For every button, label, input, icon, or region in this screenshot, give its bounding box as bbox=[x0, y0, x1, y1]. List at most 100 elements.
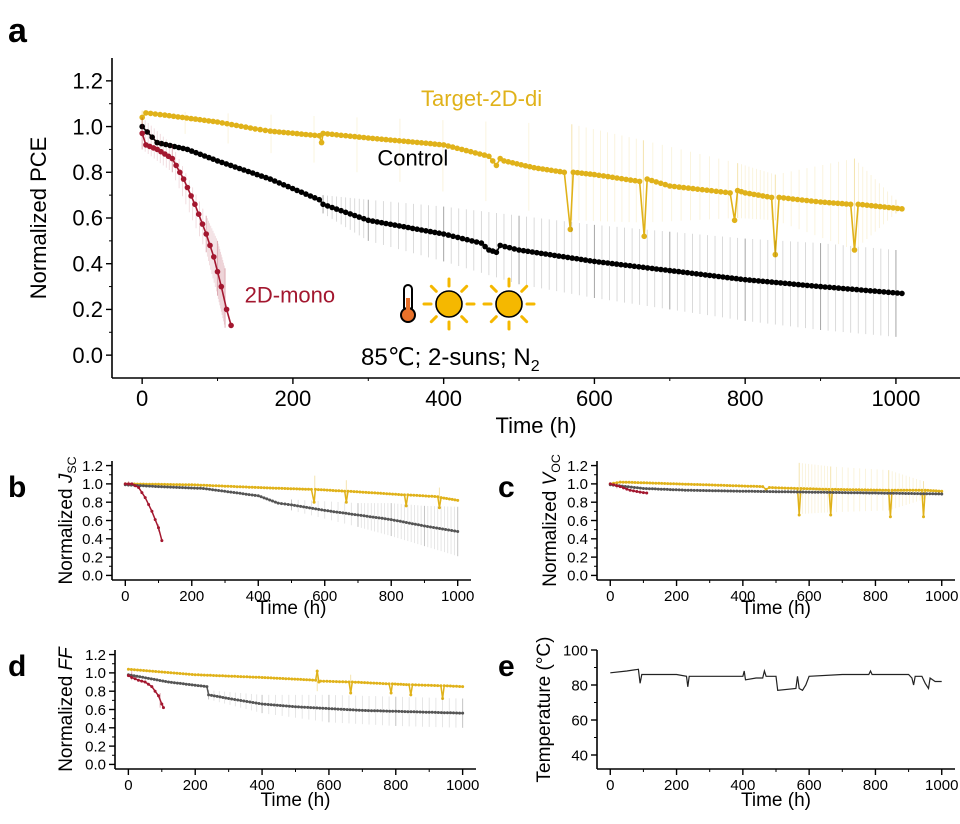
data-point bbox=[308, 678, 312, 682]
data-point bbox=[392, 137, 398, 144]
data-point bbox=[413, 522, 417, 526]
data-point bbox=[840, 285, 846, 292]
data-point bbox=[274, 486, 278, 490]
data-point bbox=[303, 191, 309, 197]
data-point bbox=[294, 705, 297, 709]
data-point bbox=[299, 677, 303, 681]
data-point bbox=[154, 670, 158, 673]
data-point bbox=[374, 219, 381, 225]
data-point bbox=[929, 489, 933, 493]
data-point bbox=[659, 487, 663, 491]
data-point bbox=[695, 483, 699, 486]
data-point bbox=[215, 674, 218, 678]
sun-icon bbox=[422, 277, 476, 331]
x-tick-label: 200 bbox=[183, 777, 208, 794]
y-tick-label: 80 bbox=[571, 677, 588, 694]
data-point bbox=[864, 491, 868, 495]
data-point bbox=[314, 507, 318, 511]
data-point bbox=[257, 126, 264, 133]
data-point bbox=[880, 491, 883, 495]
x-tick-label: 800 bbox=[863, 777, 888, 794]
series-line bbox=[125, 483, 163, 541]
data-point bbox=[940, 489, 944, 493]
data-point bbox=[218, 674, 221, 678]
data-point bbox=[755, 192, 762, 198]
data-point bbox=[855, 491, 859, 495]
data-point bbox=[201, 487, 205, 490]
data-point bbox=[333, 707, 337, 711]
data-point bbox=[273, 500, 277, 504]
y-tick-label: 0.8 bbox=[85, 683, 106, 700]
data-point bbox=[573, 255, 580, 262]
data-point bbox=[534, 249, 540, 256]
x-tick-label: 600 bbox=[316, 777, 341, 794]
data-point bbox=[360, 681, 363, 684]
data-point bbox=[459, 146, 465, 153]
data-point bbox=[478, 240, 485, 246]
data-point bbox=[169, 485, 172, 489]
data-point bbox=[737, 276, 744, 283]
data-point bbox=[720, 274, 726, 280]
data-point bbox=[750, 489, 754, 493]
data-point bbox=[376, 491, 380, 495]
data-point bbox=[430, 494, 434, 498]
data-point bbox=[843, 491, 847, 495]
y-axis-label-symbol: FF bbox=[56, 646, 77, 671]
data-point bbox=[777, 280, 784, 286]
series-line bbox=[141, 112, 903, 255]
data-point bbox=[321, 706, 325, 710]
data-point bbox=[789, 486, 793, 490]
data-point bbox=[181, 672, 185, 676]
data-point bbox=[713, 483, 717, 487]
data-point bbox=[717, 489, 720, 493]
data-point bbox=[481, 152, 488, 158]
data-point bbox=[375, 681, 379, 685]
data-point bbox=[636, 264, 642, 270]
data-point bbox=[420, 683, 424, 687]
series-control bbox=[126, 673, 465, 728]
data-point bbox=[361, 490, 365, 494]
data-point bbox=[701, 483, 705, 487]
data-point bbox=[305, 678, 309, 682]
data-point bbox=[243, 124, 249, 130]
data-point bbox=[644, 265, 651, 271]
data-point bbox=[392, 222, 398, 228]
data-point bbox=[219, 159, 225, 166]
data-point bbox=[238, 123, 244, 130]
data-point bbox=[265, 486, 269, 490]
data-point bbox=[627, 262, 633, 269]
data-point bbox=[150, 685, 154, 689]
data-point bbox=[680, 269, 686, 276]
data-point bbox=[829, 513, 833, 517]
data-point bbox=[233, 698, 237, 701]
data-point bbox=[587, 171, 593, 177]
data-point bbox=[928, 492, 932, 496]
data-point bbox=[369, 681, 373, 685]
data-point bbox=[369, 135, 376, 142]
data-point bbox=[184, 682, 188, 686]
data-point bbox=[220, 489, 224, 493]
data-point bbox=[632, 177, 638, 184]
data-point bbox=[716, 483, 720, 487]
data-point bbox=[337, 489, 341, 493]
data-point bbox=[341, 511, 345, 515]
data-point bbox=[881, 204, 888, 210]
data-point bbox=[780, 195, 787, 201]
x-axis-label: Time (h) bbox=[741, 598, 811, 619]
data-point bbox=[919, 492, 923, 496]
data-point bbox=[166, 112, 172, 119]
data-point bbox=[461, 685, 465, 689]
data-point bbox=[248, 675, 252, 679]
data-point bbox=[774, 490, 778, 494]
y-tick-label: 0.8 bbox=[567, 494, 588, 511]
data-point bbox=[883, 491, 886, 495]
data-point bbox=[522, 163, 529, 169]
data-point bbox=[324, 131, 331, 137]
data-point bbox=[139, 114, 145, 121]
data-point bbox=[188, 193, 194, 199]
x-tick-label: 1000 bbox=[441, 588, 474, 605]
data-point bbox=[195, 486, 199, 490]
data-point bbox=[627, 177, 634, 183]
data-point bbox=[464, 236, 471, 243]
